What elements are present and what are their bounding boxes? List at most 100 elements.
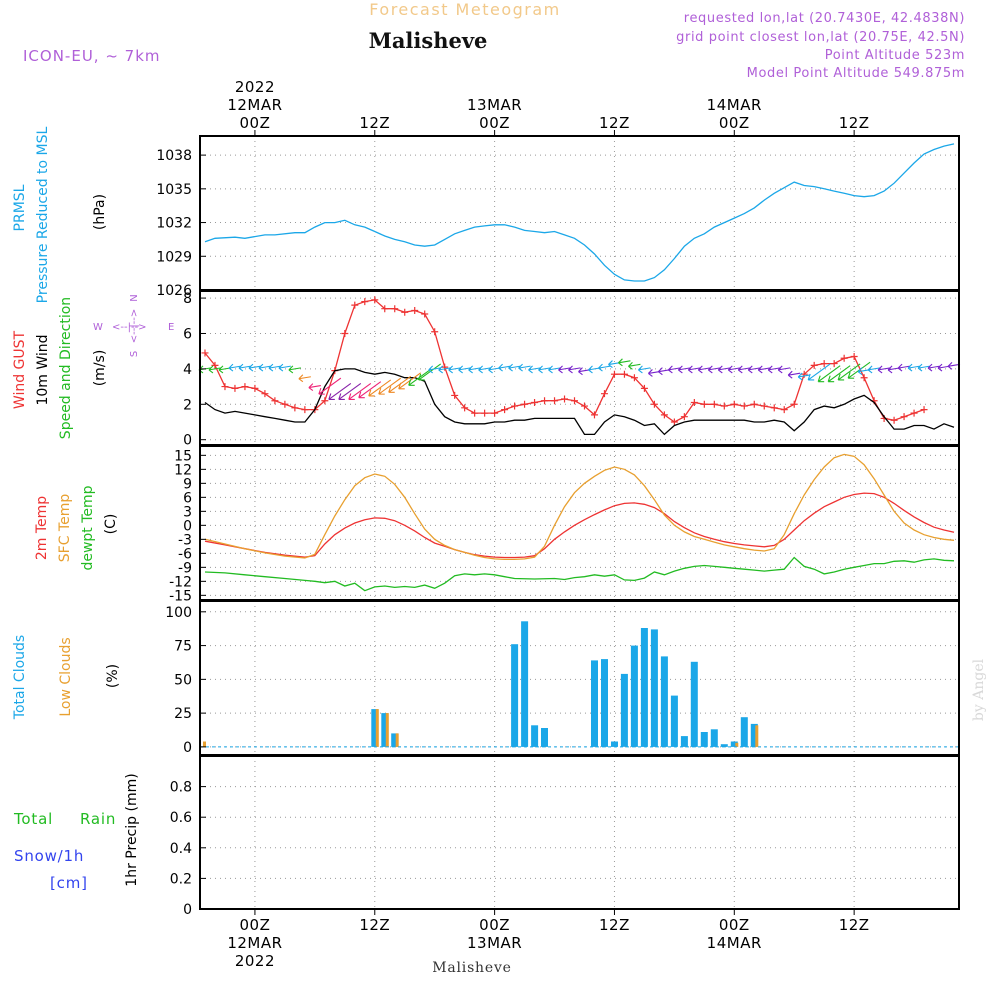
gust-marker (790, 400, 798, 408)
y-tick-label: -15 (169, 588, 192, 604)
clouds-label-2: Low Clouds (58, 637, 74, 716)
y-tick-label: 0 (183, 902, 192, 918)
x-label-bottom: 14MAR (707, 934, 762, 952)
gust-marker (431, 328, 439, 336)
wind-vector (528, 365, 541, 374)
x-label-top: 12MAR (227, 96, 282, 114)
temp-label-2: SFC Temp (57, 494, 73, 563)
wind-vector (508, 363, 521, 372)
gust-marker (461, 404, 469, 412)
wind-vector (797, 372, 811, 381)
info-line-2: grid point closest lon,lat (20.75E, 42.5… (676, 30, 965, 45)
cloud-bar (710, 729, 718, 747)
gust-marker (271, 397, 279, 405)
gust-marker (221, 383, 229, 391)
gust-marker (590, 411, 598, 419)
gust-marker (800, 370, 808, 378)
axis-labels-layer: 1026102910321035103802468-15-12-9-6-3036… (156, 78, 869, 970)
clouds-unit: (%) (105, 664, 121, 688)
x-label-top: 12Z (359, 114, 390, 132)
wind-vector (218, 365, 232, 374)
x-label-top: 00Z (719, 114, 750, 132)
wind-vector (927, 363, 941, 372)
y-tick-label: 0 (183, 740, 192, 756)
wind-vector (448, 365, 461, 374)
cloud-bar (611, 741, 618, 747)
x-label-bottom: 00Z (719, 916, 750, 934)
gust-marker (650, 400, 658, 408)
wind-vector (777, 365, 791, 374)
y-tick-label: 2 (183, 397, 192, 413)
gust-marker (730, 400, 738, 408)
compass-west-label: W (93, 322, 103, 333)
gust-marker (361, 298, 369, 306)
wind-vector (468, 365, 481, 374)
wind-vector (228, 363, 242, 372)
gust-marker (481, 409, 489, 417)
x-label-top: 12Z (839, 114, 870, 132)
wind-vector (707, 365, 721, 374)
wind-vector (887, 365, 901, 374)
gust-marker (451, 391, 459, 399)
y-tick-label: -6 (178, 546, 192, 562)
gust-marker (850, 352, 858, 360)
gust-marker (401, 308, 409, 316)
cloud-bar (690, 661, 698, 747)
wind-vector (827, 365, 851, 383)
x-label-bottom: 2022 (235, 952, 275, 970)
wind-vector (208, 365, 222, 374)
wind-vector (867, 365, 881, 374)
cloud-bar (640, 628, 648, 747)
wind-vector (767, 365, 781, 374)
gust-marker (890, 416, 898, 424)
wind-vector (428, 365, 441, 374)
y-tick-label: 9 (183, 476, 192, 492)
wind-vector (598, 363, 611, 372)
series-line (204, 492, 955, 559)
gust-marker (211, 361, 219, 369)
wind-vector (338, 382, 362, 400)
wind-vector (558, 365, 571, 374)
y-tick-label: 1026 (156, 283, 192, 299)
model-label: ICON-EU, ~ 7km (23, 47, 161, 65)
gust-marker (201, 349, 209, 357)
gust-marker (770, 404, 778, 412)
cloud-bar (660, 656, 668, 747)
wind-vector (548, 365, 561, 374)
gust-marker (720, 402, 728, 410)
cloud-bar (740, 717, 748, 747)
gust-marker (501, 406, 509, 414)
cloud-bar (700, 732, 708, 747)
gust-marker (291, 404, 299, 412)
y-tick-label: 15 (174, 448, 192, 464)
wind-vector (757, 365, 771, 374)
wind-vector (877, 365, 891, 374)
x-label-top: 2022 (235, 78, 275, 96)
data-layer (198, 143, 961, 910)
y-tick-label: 100 (165, 605, 192, 621)
compass-horizontal-arrow: <--|--> (112, 322, 147, 333)
gust-marker (511, 402, 519, 410)
wind-label-2: 10m Wind (35, 334, 51, 405)
wind-vector (378, 377, 402, 395)
compass-vertical-arrow: <--|--> (129, 309, 140, 344)
wind-vector (697, 365, 711, 374)
wind-vector (498, 363, 511, 372)
wind-vector (258, 363, 272, 372)
y-tick-label: 0 (183, 518, 192, 534)
precip-unit: 1hr Precip (mm) (124, 773, 140, 886)
gust-marker (341, 329, 349, 337)
gust-marker (660, 411, 668, 419)
x-label-bottom: 12Z (599, 916, 630, 934)
cloud-bar (620, 673, 628, 747)
wind-vector (817, 365, 841, 383)
y-tick-label: -9 (178, 560, 192, 576)
series-line (204, 368, 955, 436)
cloud-bar (531, 725, 539, 747)
gust-marker (531, 399, 539, 407)
gust-marker (381, 305, 389, 313)
gust-marker (580, 402, 588, 410)
gust-marker (561, 395, 569, 403)
x-label-top: 00Z (239, 114, 270, 132)
